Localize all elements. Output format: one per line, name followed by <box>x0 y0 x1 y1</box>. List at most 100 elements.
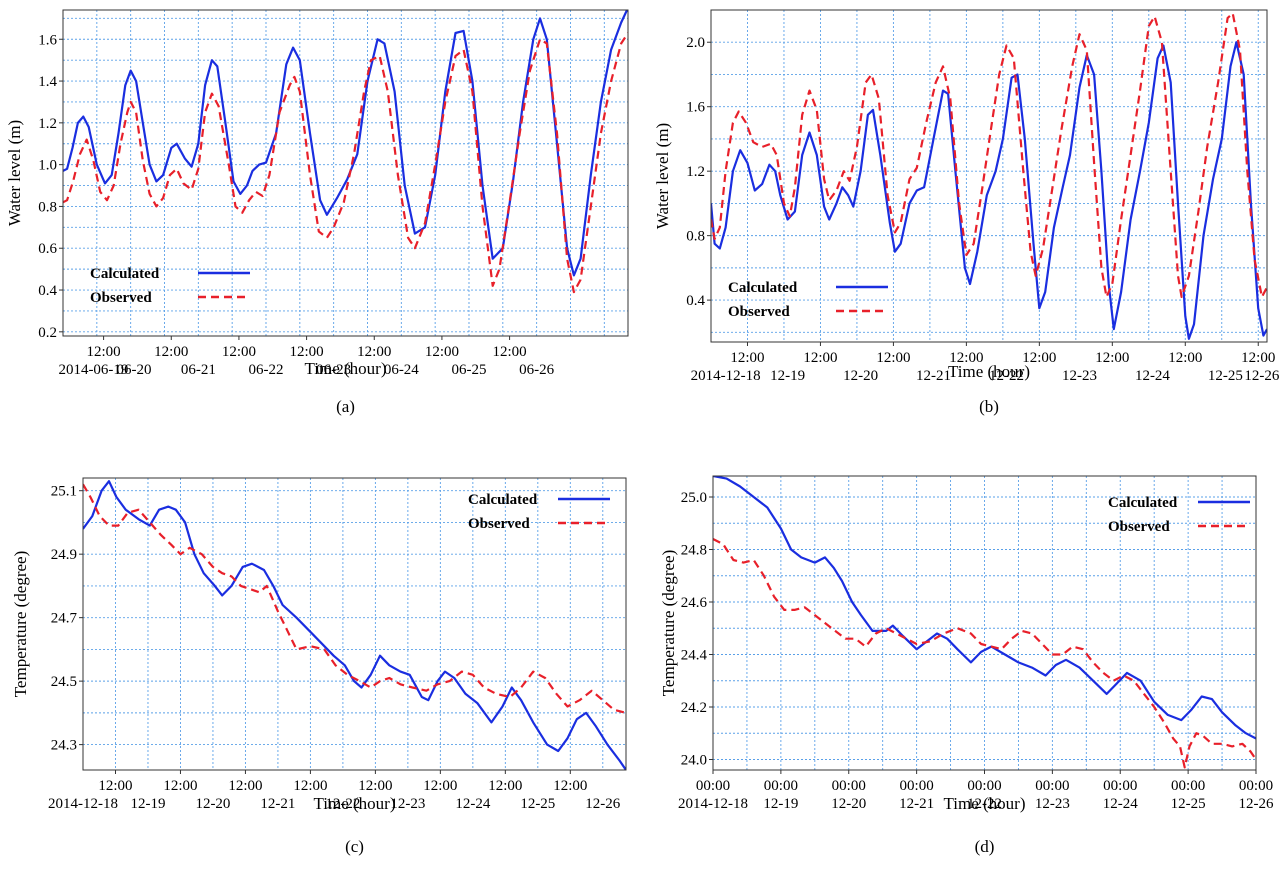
y-tick-label: 0.4 <box>38 283 57 299</box>
legend: Calculated Observed <box>468 492 610 532</box>
y-tick-label: 1.4 <box>38 74 57 90</box>
x-tick-label-date: 06-26 <box>519 362 554 378</box>
panel-label: (b) <box>979 397 999 416</box>
x-tick-label-date: 06-23 <box>316 362 351 378</box>
y-tick-label: 24.4 <box>681 648 708 664</box>
y-tick-label: 1.2 <box>38 116 57 132</box>
legend-label: Observed <box>1108 519 1170 535</box>
plot-area <box>711 10 1267 342</box>
x-tick-label-time: 12:00 <box>222 344 256 360</box>
legend-label: Calculated <box>468 492 538 508</box>
x-tick-label-date: 12-24 <box>1103 796 1138 812</box>
x-tick-label-date: 12-22 <box>325 796 360 812</box>
y-tick-label: 24.9 <box>51 547 77 563</box>
x-tick-label-time: 12:00 <box>553 778 587 794</box>
x-tick-label-date: 06-21 <box>181 362 216 378</box>
y-axis-title: Water level (m) <box>5 120 24 226</box>
x-tick-label-time: 12:00 <box>493 344 527 360</box>
x-tick-label-date: 12-26 <box>1244 368 1279 384</box>
y-tick-label: 0.6 <box>38 241 57 257</box>
x-tick-label-time: 00:00 <box>696 778 730 794</box>
y-tick-label: 1.2 <box>686 164 705 180</box>
plot-area <box>83 478 626 770</box>
x-tick-label-date: 12-26 <box>1239 796 1274 812</box>
y-tick-label: 1.0 <box>38 158 57 174</box>
x-tick-label-date: 2014-12-18 <box>678 796 748 812</box>
x-tick-label-time: 00:00 <box>1239 778 1273 794</box>
x-tick-label-time: 12:00 <box>357 344 391 360</box>
x-axis-title: Time (hour) <box>943 794 1025 813</box>
x-tick-label-date: 12-24 <box>455 796 490 812</box>
x-tick-label-time: 00:00 <box>1103 778 1137 794</box>
x-tick-label-time: 00:00 <box>967 778 1001 794</box>
x-tick-label-date: 06-25 <box>451 362 486 378</box>
grid <box>83 478 626 770</box>
y-tick-label: 2.0 <box>686 35 705 51</box>
x-tick-label-date: 12-26 <box>585 796 620 812</box>
y-tick-label: 24.3 <box>51 738 77 754</box>
y-tick-label: 0.8 <box>38 199 57 215</box>
x-tick-label-date: 06-20 <box>117 362 152 378</box>
legend-label: Calculated <box>1108 495 1178 511</box>
chart-panel-d: 24.0 24.2 24.4 24.6 24.8 25.0 00:00 00:00 00:00 0… <box>659 475 1274 856</box>
x-tick-label-time: 12:00 <box>1095 350 1129 366</box>
plot-area <box>63 10 628 336</box>
legend: Calculated Observed <box>728 280 888 320</box>
legend-label: Calculated <box>728 280 798 296</box>
x-tick-label-date: 12-25 <box>1208 368 1243 384</box>
series-line-calculated <box>83 480 626 770</box>
legend-label: Observed <box>90 290 152 306</box>
y-tick-label: 24.2 <box>681 700 707 716</box>
x-axis-title: Time (hour) <box>313 794 395 813</box>
x-tick-label-date: 12-23 <box>390 796 425 812</box>
x-tick-label-time: 12:00 <box>1022 350 1056 366</box>
legend-label: Observed <box>468 516 530 532</box>
y-tick-label: 0.4 <box>686 293 705 309</box>
x-tick-label-date: 12-25 <box>520 796 555 812</box>
x-tick-label-time: 00:00 <box>764 778 798 794</box>
y-tick-label: 25.1 <box>51 484 77 500</box>
x-tick-label-time: 12:00 <box>488 778 522 794</box>
x-tick-label-time: 12:00 <box>803 350 837 366</box>
series-line-calculated <box>63 10 628 277</box>
plot-frame <box>62 9 629 337</box>
x-tick-label-time: 12:00 <box>293 778 327 794</box>
x-tick-label-date: 12-19 <box>763 796 798 812</box>
x-tick-label-time: 12:00 <box>98 778 132 794</box>
x-tick-label-date: 12-19 <box>770 368 805 384</box>
y-axis-title: Water level (m) <box>653 123 672 229</box>
series-line-observed <box>713 538 1256 769</box>
plot-frame <box>82 477 627 771</box>
x-tick-label-time: 12:00 <box>425 344 459 360</box>
x-tick-label-date: 12-21 <box>260 796 295 812</box>
chart-panel-b: 0.4 0.8 1.2 1.6 2.0 12:00 12:00 12:00 12:00 12:00… <box>653 9 1280 416</box>
y-tick-label: 0.2 <box>38 325 57 341</box>
chart-panel-c: 24.3 24.5 24.7 24.9 25.1 12:00 12:00 12:00 12:00… <box>11 477 627 856</box>
x-axis-title: Time (hour) <box>948 362 1030 381</box>
panel-label: (a) <box>336 397 355 416</box>
x-tick-label-time: 00:00 <box>832 778 866 794</box>
x-tick-label-date: 12-19 <box>130 796 165 812</box>
x-tick-label-date: 2014-06-19 <box>58 362 128 378</box>
x-tick-label-date: 12-20 <box>831 796 866 812</box>
series-line-observed <box>711 12 1267 298</box>
grid <box>713 476 1256 770</box>
x-tick-label-time: 12:00 <box>1241 350 1275 366</box>
x-tick-label-time: 12:00 <box>228 778 262 794</box>
x-tick-label-time: 00:00 <box>1035 778 1069 794</box>
legend-label: Observed <box>728 304 790 320</box>
x-tick-label-time: 00:00 <box>1171 778 1205 794</box>
x-tick-label-date: 06-24 <box>384 362 419 378</box>
series-line-observed <box>63 32 628 294</box>
y-tick-label: 24.6 <box>681 595 708 611</box>
y-tick-label: 25.0 <box>681 490 707 506</box>
y-tick-label: 0.8 <box>686 229 705 245</box>
x-tick-label-time: 12:00 <box>163 778 197 794</box>
y-axis-title: Temperature (degree) <box>659 550 678 697</box>
panel-label: (c) <box>345 837 364 856</box>
plot-frame <box>710 9 1268 343</box>
panel-label: (d) <box>975 837 995 856</box>
x-tick-label-date: 12-20 <box>843 368 878 384</box>
